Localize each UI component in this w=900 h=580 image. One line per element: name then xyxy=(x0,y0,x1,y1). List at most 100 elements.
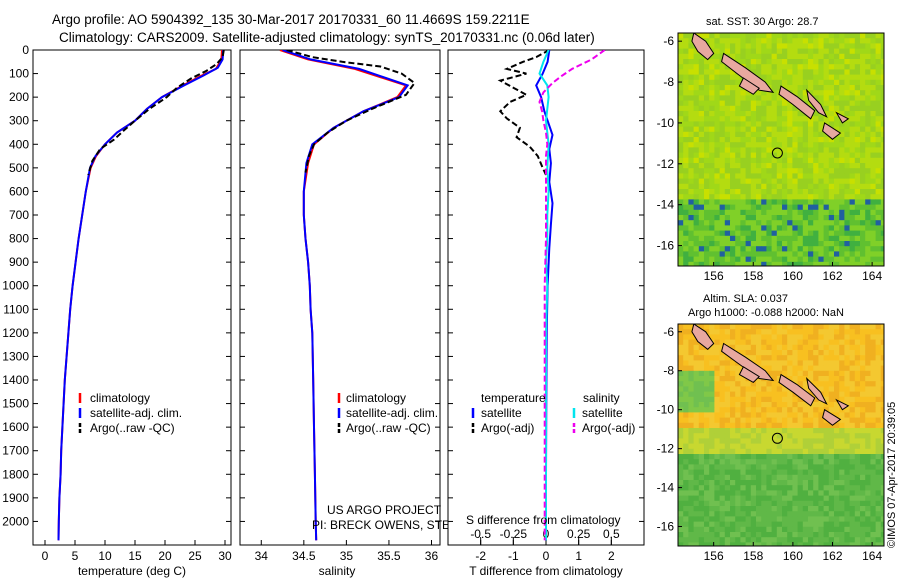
map-cell xyxy=(735,220,741,226)
map-cell xyxy=(766,433,772,439)
map-cell xyxy=(844,443,850,450)
map-cell xyxy=(792,422,798,429)
map-cell xyxy=(844,490,850,496)
map-cell xyxy=(740,396,746,403)
map-cell xyxy=(802,121,809,127)
map-cell xyxy=(828,235,835,242)
map-cell xyxy=(698,33,705,39)
series-line-satellite xyxy=(538,50,550,541)
map-cell xyxy=(839,53,845,60)
map-cell xyxy=(875,225,882,231)
map-cell xyxy=(688,370,694,377)
map-cell xyxy=(750,412,757,418)
map-cell xyxy=(860,422,866,429)
map-cell xyxy=(834,381,840,387)
map-cell xyxy=(693,438,700,444)
map-cell xyxy=(745,178,752,185)
map-cell xyxy=(704,422,710,429)
map-cell xyxy=(745,157,752,164)
map-cell xyxy=(704,220,710,226)
map-cell xyxy=(880,33,884,39)
map-cell xyxy=(865,64,871,70)
map-cell xyxy=(865,225,871,231)
map-cell xyxy=(844,511,850,517)
map-cell xyxy=(865,95,871,101)
map-cell xyxy=(782,189,788,195)
map-cell xyxy=(797,542,804,546)
map-cell xyxy=(865,339,871,346)
map-cell xyxy=(698,428,705,434)
map-cell xyxy=(828,38,835,44)
map-cell xyxy=(797,537,804,543)
map-cell xyxy=(709,495,715,502)
map-cell xyxy=(854,85,861,91)
map-cell xyxy=(730,157,736,164)
map-cell xyxy=(693,189,700,195)
map-cell xyxy=(766,412,772,418)
map-cell xyxy=(813,59,819,65)
map-cell xyxy=(844,209,850,216)
sla-map-frame xyxy=(677,323,885,547)
map-cell xyxy=(823,209,830,216)
map-cell xyxy=(828,79,835,86)
map-cell xyxy=(771,53,778,60)
map-cell xyxy=(678,173,684,179)
map-cell xyxy=(704,261,710,266)
map-cell xyxy=(860,131,866,138)
map-cell xyxy=(802,74,809,81)
map-cell xyxy=(880,339,884,346)
map-cell xyxy=(802,225,809,231)
map-cell xyxy=(678,365,684,372)
map-cell xyxy=(818,79,824,86)
map-cell xyxy=(704,204,710,211)
map-cell xyxy=(688,526,694,533)
map-cell xyxy=(745,194,752,200)
difference-panel: -2 -1 0 1 2 -0.5 -0.25 0 0.25 0.5 T difference f… xyxy=(447,49,645,578)
map-cell xyxy=(860,33,866,39)
map-cell xyxy=(828,220,835,226)
map-cell xyxy=(698,59,705,65)
map-cell xyxy=(740,241,746,247)
map-cell xyxy=(787,402,793,408)
map-cell xyxy=(693,95,700,101)
map-cell xyxy=(854,235,861,242)
map-cell xyxy=(771,178,778,185)
map-cell xyxy=(740,199,746,205)
map-cell xyxy=(797,402,804,408)
map-cell xyxy=(761,438,767,444)
map-cell xyxy=(865,537,871,543)
map-cell xyxy=(792,116,798,122)
map-cell xyxy=(709,500,715,507)
map-cell xyxy=(745,95,752,101)
map-cell xyxy=(766,241,772,247)
map-cell xyxy=(719,173,726,179)
map-cell xyxy=(745,189,752,195)
map-cell xyxy=(870,485,876,491)
map-cell xyxy=(870,438,876,444)
map-cell xyxy=(704,485,710,491)
map-cell xyxy=(782,131,788,138)
map-cell xyxy=(818,48,824,55)
map-cell xyxy=(802,433,809,439)
map-cell xyxy=(719,521,726,528)
map-cell xyxy=(792,402,798,408)
map-cell xyxy=(870,329,876,335)
map-cell xyxy=(714,542,720,546)
map-cell xyxy=(735,90,741,96)
map-cell xyxy=(730,183,736,190)
map-cell xyxy=(865,168,871,174)
map-cell xyxy=(740,142,746,148)
map-cell xyxy=(698,194,705,200)
map-cell xyxy=(860,526,866,533)
map-cell xyxy=(730,142,736,148)
map-cell xyxy=(802,220,809,226)
map-cell xyxy=(735,235,741,242)
map-cell xyxy=(730,33,736,39)
map-cell xyxy=(860,355,866,361)
map-cell xyxy=(678,157,684,164)
map-cell xyxy=(818,360,824,366)
map-cell xyxy=(792,360,798,366)
map-cell xyxy=(745,241,752,247)
map-cell xyxy=(776,396,783,403)
map-cell xyxy=(683,532,689,538)
